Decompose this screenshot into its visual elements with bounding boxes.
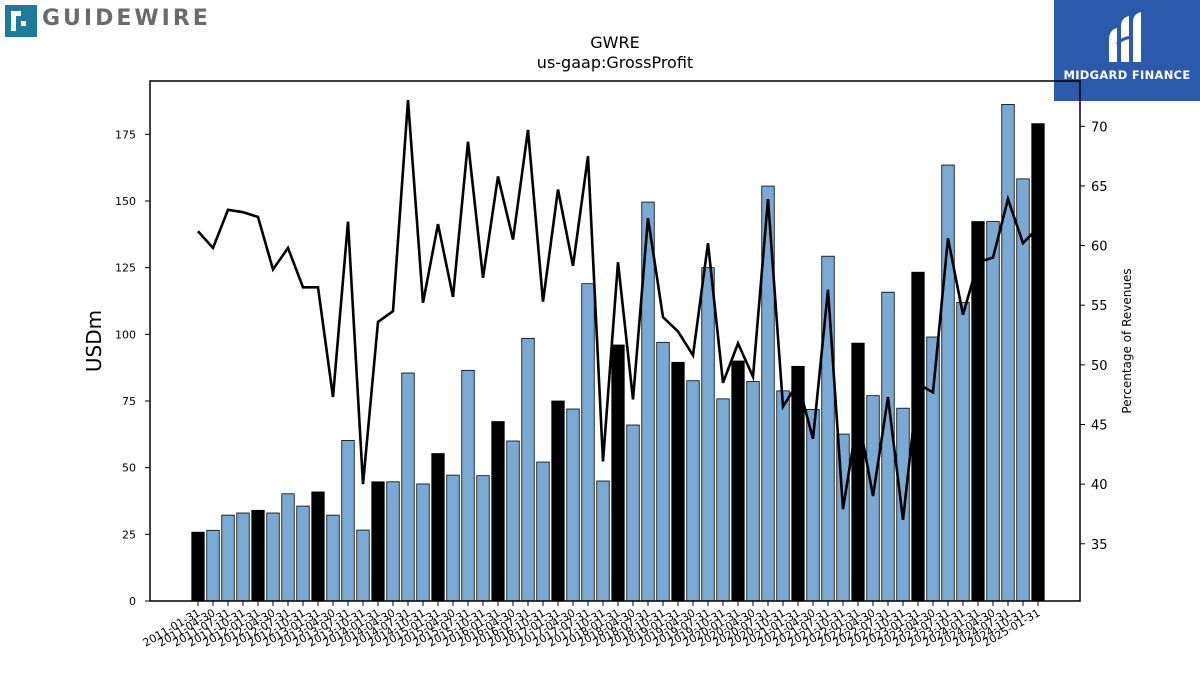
plot-frame (149, 80, 1081, 602)
series-line (197, 99, 1039, 521)
bar (866, 395, 880, 602)
bar (926, 336, 940, 602)
x-axis: 2011-01-312011-04-302011-07-312011-10-31… (141, 601, 1043, 650)
y2-tick-label: 60 (1091, 240, 1108, 255)
bar (296, 505, 310, 602)
bar (371, 481, 385, 602)
bar (1001, 104, 1015, 602)
bar (266, 512, 280, 602)
bar (671, 361, 685, 602)
bar (1031, 123, 1045, 602)
y-tick-label: 175 (115, 128, 136, 141)
bar (536, 461, 550, 602)
bar (566, 408, 580, 602)
bar (986, 221, 1000, 602)
guidewire-logo-text: GUIDEWIRE (42, 6, 211, 31)
midgard-logo-mark-icon (1109, 12, 1141, 62)
bar (581, 283, 595, 602)
bar (281, 493, 295, 602)
bar (236, 512, 250, 602)
bar (911, 271, 925, 602)
bar (341, 440, 355, 602)
bar (476, 475, 490, 602)
bar (401, 372, 415, 602)
bar (701, 267, 715, 602)
y-tick-label: 0 (129, 595, 136, 608)
bar (776, 390, 790, 602)
bar (506, 440, 520, 602)
y-tick-label: 125 (115, 262, 136, 275)
bar (731, 360, 745, 602)
y-tick-label: 25 (122, 528, 136, 541)
bar (686, 380, 700, 602)
bar (896, 407, 910, 602)
bar (251, 509, 265, 602)
y-axis-right: 35 40 45 50 55 60 65 70 (1080, 120, 1108, 553)
y-axis-label: USDm (82, 310, 106, 372)
bar (386, 481, 400, 602)
bar (941, 164, 955, 602)
midgard-logo-text: MIDGARD FINANCE (1063, 68, 1191, 82)
bar (326, 514, 340, 602)
y-tick-label: 75 (122, 395, 136, 408)
y2-axis-label: Percentage of Revenues (1120, 268, 1134, 413)
bar (656, 341, 670, 602)
bars-layer (191, 104, 1045, 602)
bar (521, 337, 535, 602)
bar (491, 421, 505, 602)
bar (716, 398, 730, 602)
chart-title: GWRE (590, 33, 639, 52)
bar (311, 491, 325, 602)
bar (611, 344, 625, 602)
bar (746, 381, 760, 602)
bar (356, 529, 370, 602)
bar (851, 342, 865, 602)
y2-tick-label: 55 (1091, 299, 1108, 314)
chart-subtitle: us-gaap:GrossProfit (537, 53, 693, 72)
y2-tick-label: 45 (1091, 418, 1108, 433)
bar (956, 301, 970, 602)
bar (881, 291, 895, 602)
bar (191, 531, 205, 602)
y2-tick-label: 65 (1091, 180, 1108, 195)
bar (431, 453, 445, 602)
y-tick-label: 150 (115, 195, 136, 208)
y2-tick-label: 50 (1091, 359, 1108, 374)
bar (596, 480, 610, 602)
line-layer (197, 99, 1039, 521)
bar (461, 369, 475, 602)
midgard-finance-logo: MIDGARD FINANCE (1054, 0, 1200, 101)
bar (551, 400, 565, 602)
y2-tick-label: 70 (1091, 120, 1108, 135)
bar (416, 483, 430, 602)
y-tick-label: 50 (122, 462, 136, 475)
y2-tick-label: 40 (1091, 478, 1108, 493)
bar (626, 424, 640, 602)
y2-tick-label: 35 (1091, 538, 1108, 553)
y-tick-label: 100 (115, 328, 136, 341)
guidewire-logo-icon (5, 5, 37, 37)
bar (446, 474, 460, 602)
y-axis-left: 0 25 50 75 100 125 150 175 (115, 128, 150, 608)
bar (206, 529, 220, 602)
bar (221, 514, 235, 602)
